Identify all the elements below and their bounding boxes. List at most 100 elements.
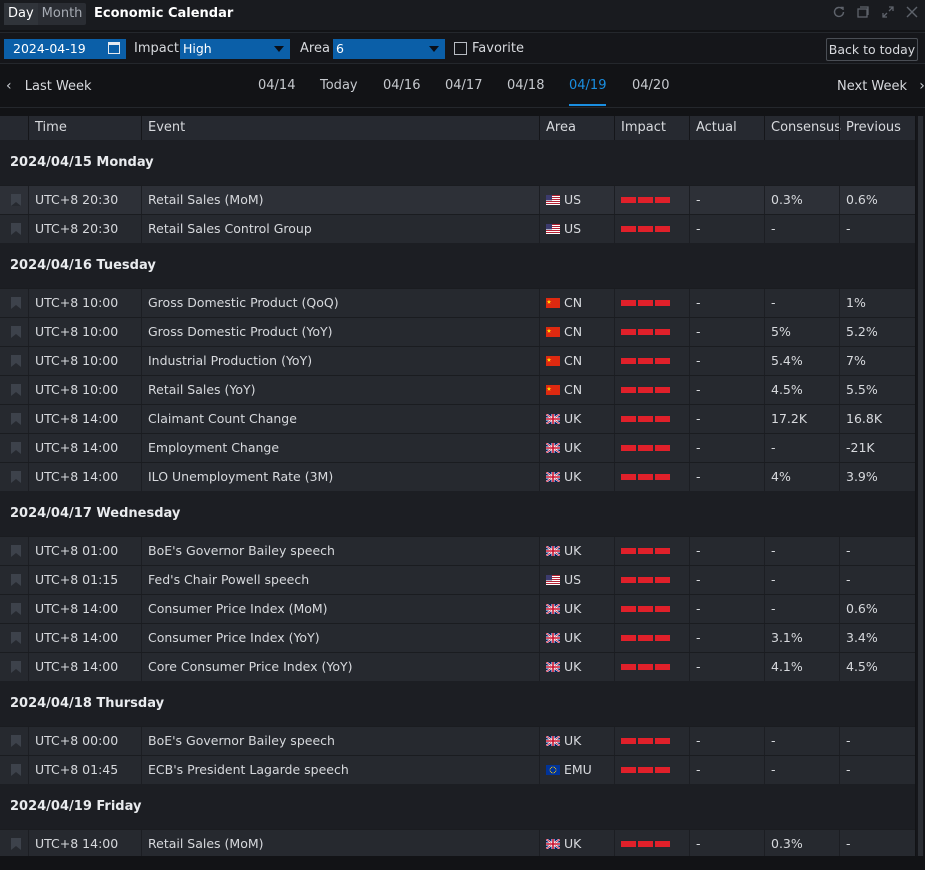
bookmark-cell[interactable] <box>0 405 28 433</box>
col-header-area[interactable]: Area <box>539 116 614 140</box>
day-tab-04-18[interactable]: 04/18 <box>507 78 545 93</box>
col-header-impact[interactable]: Impact <box>614 116 689 140</box>
bookmark-cell[interactable] <box>0 624 28 652</box>
table-row[interactable]: UTC+8 01:45 ECB's President Lagarde speec… <box>0 755 915 784</box>
impact-bar <box>655 387 670 393</box>
bookmark-cell[interactable] <box>0 434 28 462</box>
bookmark-cell[interactable] <box>0 289 28 317</box>
table-row[interactable]: UTC+8 20:30 Retail Sales Control Group US -… <box>0 214 915 243</box>
consensus-cell: - <box>764 566 839 594</box>
table-row[interactable]: UTC+8 10:00 Retail Sales (YoY) CN -4.5% 5.5% <box>0 375 915 404</box>
previous-cell: - <box>839 756 915 784</box>
bookmark-cell[interactable] <box>0 756 28 784</box>
col-header-time[interactable]: Time <box>28 116 141 140</box>
view-day-button[interactable]: Day <box>4 3 38 25</box>
bookmark-icon[interactable] <box>11 471 21 483</box>
col-header-previous[interactable]: Previous <box>839 116 915 140</box>
previous-cell: 5.5% <box>839 376 915 404</box>
day-tab-04-14[interactable]: 04/14 <box>258 78 296 93</box>
bookmark-cell[interactable] <box>0 463 28 491</box>
bookmark-icon[interactable] <box>11 297 21 309</box>
table-row[interactable]: UTC+8 14:00 Claimant Count Change UK -17.2K… <box>0 404 915 433</box>
view-month-button[interactable]: Month <box>41 6 83 21</box>
bookmark-cell[interactable] <box>0 566 28 594</box>
bookmark-icon[interactable] <box>11 194 21 206</box>
bookmark-icon[interactable] <box>11 223 21 235</box>
bookmark-icon[interactable] <box>11 545 21 557</box>
calendar-icon[interactable] <box>108 42 120 54</box>
table-row[interactable]: UTC+8 14:00 ILO Unemployment Rate (3M) UK -… <box>0 462 915 491</box>
next-week-link[interactable]: Next Week › <box>837 66 925 107</box>
bookmark-cell[interactable] <box>0 347 28 375</box>
day-tab-04-16[interactable]: 04/16 <box>383 78 421 93</box>
table-row[interactable]: UTC+8 10:00 Gross Domestic Product (YoY) C… <box>0 317 915 346</box>
favorite-checkbox[interactable] <box>454 42 467 55</box>
bookmark-cell[interactable] <box>0 318 28 346</box>
last-week-link[interactable]: ‹ Last Week <box>6 66 92 107</box>
table-row[interactable]: UTC+8 00:00 BoE's Governor Bailey speech U… <box>0 726 915 755</box>
bookmark-icon[interactable] <box>11 442 21 454</box>
day-tab-04-20[interactable]: 04/20 <box>632 78 670 93</box>
bookmark-icon[interactable] <box>11 384 21 396</box>
bookmark-cell[interactable] <box>0 830 28 858</box>
bookmark-icon[interactable] <box>11 326 21 338</box>
impact-bar <box>655 635 670 641</box>
day-tab-04-17[interactable]: 04/17 <box>445 78 483 93</box>
table-row[interactable]: UTC+8 14:00 Employment Change UK - - -21K <box>0 433 915 462</box>
area-code: UK <box>564 469 582 484</box>
table-header: Time Event Area Impact Actual Consensus Previo… <box>0 116 915 140</box>
previous-cell: 0.6% <box>839 595 915 623</box>
expand-icon[interactable] <box>880 5 896 21</box>
bookmark-cell[interactable] <box>0 727 28 755</box>
consensus-cell: 17.2K <box>764 405 839 433</box>
previous-cell: 0.6% <box>839 186 915 214</box>
area-select[interactable]: 6 <box>333 39 445 59</box>
bookmark-cell[interactable] <box>0 653 28 681</box>
col-header-consensus[interactable]: Consensus <box>764 116 841 140</box>
bookmark-cell[interactable] <box>0 186 28 214</box>
bookmark-icon[interactable] <box>11 413 21 425</box>
bookmark-cell[interactable] <box>0 537 28 565</box>
back-to-today-button[interactable]: Back to today <box>826 38 918 61</box>
bookmark-cell[interactable] <box>0 595 28 623</box>
restore-icon[interactable] <box>855 5 871 21</box>
favorite-label[interactable]: Favorite <box>472 41 524 56</box>
bookmark-icon[interactable] <box>11 632 21 644</box>
day-tab-today[interactable]: Today <box>320 78 358 93</box>
table-row[interactable]: UTC+8 14:00 Consumer Price Index (YoY) UK -… <box>0 623 915 652</box>
table-row[interactable]: UTC+8 01:15 Fed's Chair Powell speech US - -… <box>0 565 915 594</box>
impact-bar <box>621 445 636 451</box>
table-row[interactable]: UTC+8 14:00 Retail Sales (MoM) UK -0.3% - <box>0 829 915 858</box>
event-cell: Retail Sales (MoM) <box>141 186 539 214</box>
col-header-actual[interactable]: Actual <box>689 116 764 140</box>
bookmark-cell[interactable] <box>0 376 28 404</box>
day-tab-04-19[interactable]: 04/19 <box>569 66 607 106</box>
date-picker[interactable]: 2024-04-19 <box>4 39 126 59</box>
table-row[interactable]: UTC+8 10:00 Industrial Production (YoY) CN… <box>0 346 915 375</box>
impact-bar <box>655 474 670 480</box>
eu-flag-icon <box>546 765 560 775</box>
scrollbar-thumb[interactable] <box>918 116 923 856</box>
bookmark-icon[interactable] <box>11 661 21 673</box>
bookmark-cell[interactable] <box>0 215 28 243</box>
impact-bar <box>655 329 670 335</box>
impact-bar <box>638 358 653 364</box>
bookmark-icon[interactable] <box>11 838 21 850</box>
col-header-event[interactable]: Event <box>141 116 539 140</box>
impact-bar <box>638 226 653 232</box>
table-row[interactable]: UTC+8 01:00 BoE's Governor Bailey speech U… <box>0 536 915 565</box>
table-row[interactable]: UTC+8 10:00 Gross Domestic Product (QoQ) C… <box>0 288 915 317</box>
bookmark-icon[interactable] <box>11 355 21 367</box>
impact-select[interactable]: High <box>180 39 290 59</box>
table-row[interactable]: UTC+8 14:00 Core Consumer Price Index (Yo… <box>0 652 915 681</box>
actual-cell: - <box>689 318 764 346</box>
bookmark-icon[interactable] <box>11 735 21 747</box>
table-row[interactable]: UTC+8 14:00 Consumer Price Index (MoM) UK -… <box>0 594 915 623</box>
table-row[interactable]: UTC+8 20:30 Retail Sales (MoM) US -0.3% 0.6% <box>0 185 915 214</box>
bookmark-icon[interactable] <box>11 603 21 615</box>
bookmark-icon[interactable] <box>11 574 21 586</box>
refresh-icon[interactable] <box>831 5 847 21</box>
bookmark-icon[interactable] <box>11 764 21 776</box>
close-icon[interactable] <box>904 5 920 21</box>
date-group-header: 2024/04/18 Thursday <box>0 681 915 726</box>
